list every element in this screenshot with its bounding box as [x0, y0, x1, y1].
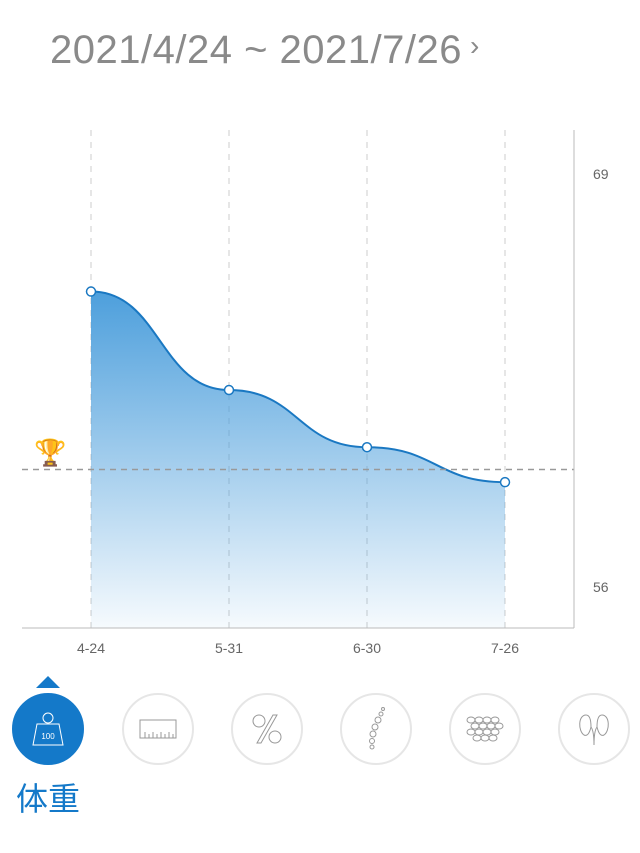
series-line [90, 290, 506, 484]
nav-body-fat[interactable] [231, 693, 303, 765]
y-tick-max: 69 [593, 166, 609, 182]
kidney-icon [579, 714, 609, 746]
data-point[interactable] [85, 286, 97, 297]
data-point[interactable] [361, 441, 373, 453]
y-tick-min: 56 [593, 579, 609, 595]
x-tick-label: 6-30 [353, 640, 381, 656]
chevron-right-icon[interactable]: › [469, 30, 480, 61]
nav-kidney[interactable] [558, 693, 630, 765]
spine-icon [369, 707, 385, 750]
x-tick-label: 5-31 [215, 640, 243, 656]
nav-visceral-fat[interactable] [449, 693, 521, 765]
fat-cells-icon [466, 716, 504, 742]
date-range[interactable]: 2021/4/24 ~ 2021/7/26 › [50, 28, 480, 73]
x-tick-label: 7-26 [491, 640, 519, 656]
selected-indicator [36, 676, 60, 688]
nav-bone[interactable] [340, 693, 412, 765]
svg-text:100: 100 [41, 732, 55, 741]
nav-weight[interactable]: 100 [12, 693, 84, 765]
weight-chart: 4-24 5-31 6-30 7-26 🏆 69 56 [22, 130, 609, 656]
area-fill [91, 291, 505, 628]
ruler-icon [139, 719, 177, 739]
x-tick-label: 4-24 [77, 640, 105, 656]
date-range-text: 2021/4/24 ~ 2021/7/26 [50, 28, 462, 72]
data-point[interactable] [499, 476, 511, 488]
trophy-icon: 🏆 [34, 437, 66, 467]
nav-measurement[interactable] [122, 693, 194, 765]
weight-icon: 100 [32, 712, 64, 746]
percent-icon [252, 714, 282, 744]
data-point[interactable] [223, 384, 235, 396]
selected-metric-label: 体重 [16, 781, 81, 817]
